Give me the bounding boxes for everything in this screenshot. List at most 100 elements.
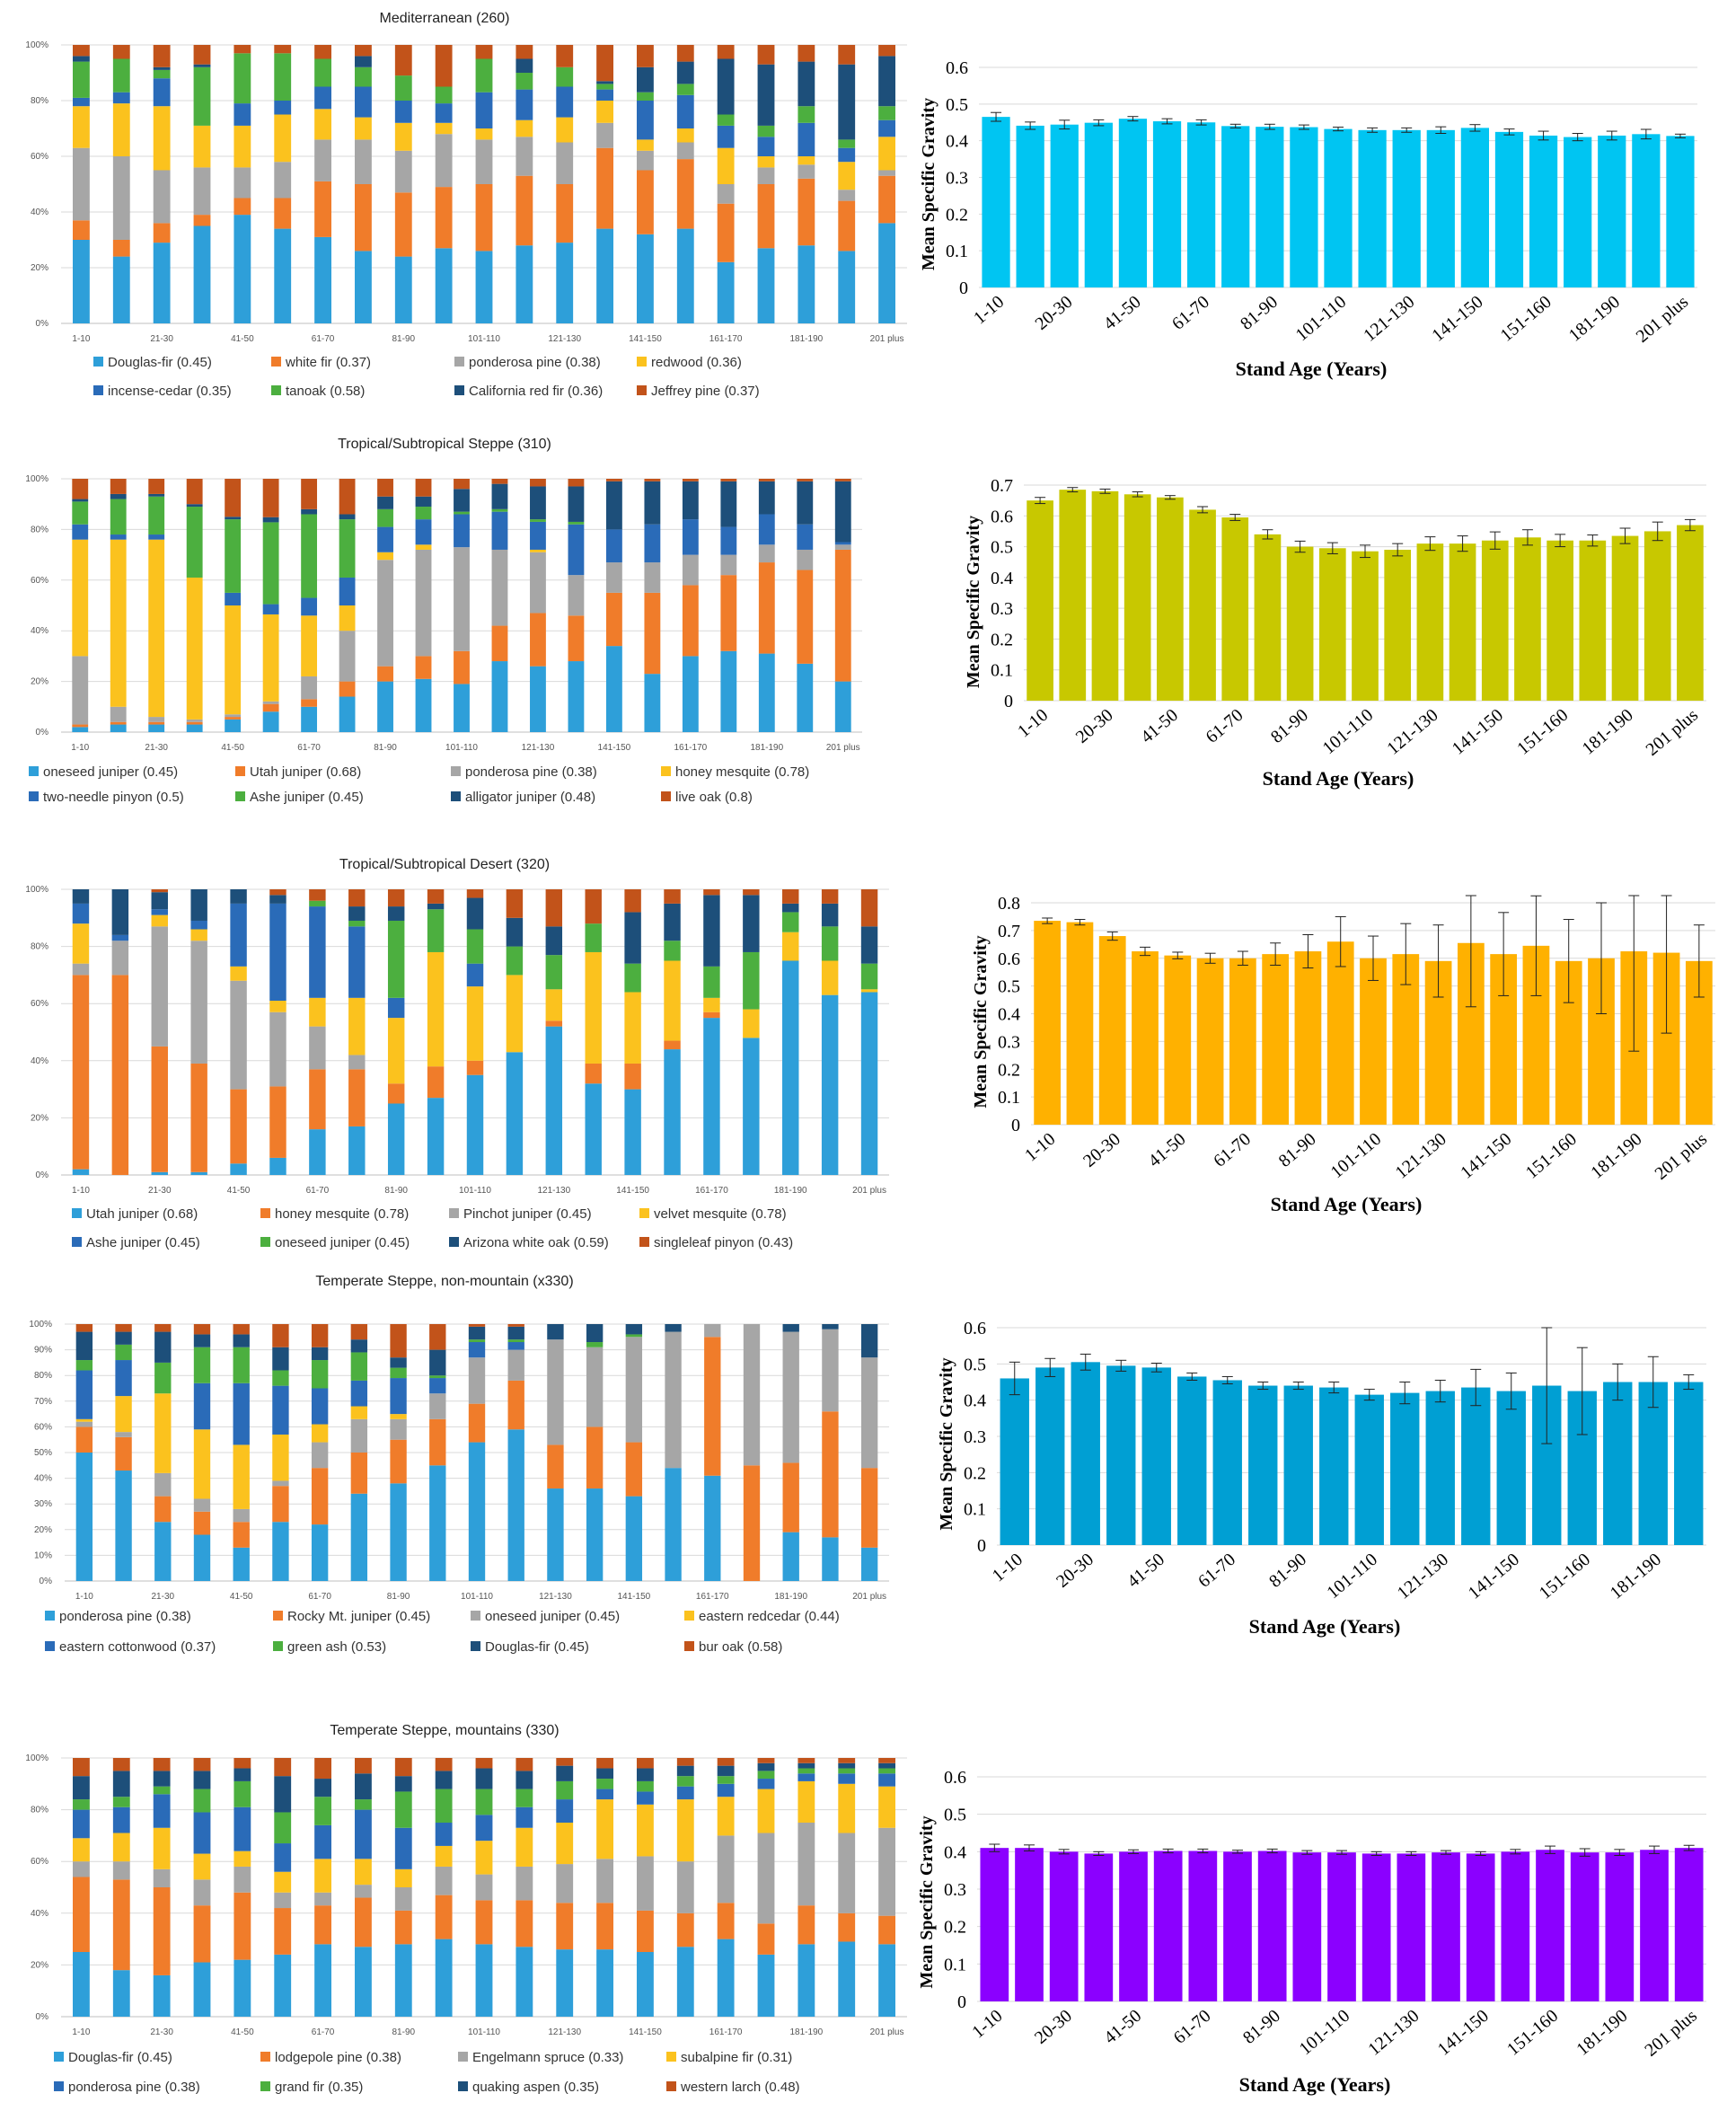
stack-segment xyxy=(466,889,484,898)
stack-xtick-label: 141-150 xyxy=(598,743,631,753)
stack-segment xyxy=(262,479,279,517)
stack-segment xyxy=(339,605,356,632)
stack-segment xyxy=(230,966,247,981)
stack-segment xyxy=(586,1324,604,1343)
stack-segment xyxy=(75,1453,93,1581)
stack-segment xyxy=(624,963,641,993)
stack-segment xyxy=(838,147,856,163)
stack-segment xyxy=(797,524,814,550)
stack-segment xyxy=(516,1806,533,1828)
stack-segment xyxy=(339,479,356,515)
gravity-bar xyxy=(1466,1853,1495,2001)
stack-segment xyxy=(394,1776,412,1792)
gravity-ytick-label: 0.5 xyxy=(944,1806,966,1825)
stack-segment xyxy=(234,1806,251,1851)
legend-label: Ashe juniper (0.45) xyxy=(250,790,364,805)
stack-segment xyxy=(637,170,654,234)
stack-xtick-label: 141-150 xyxy=(616,1186,649,1196)
gravity-xlabel: Stand Age (Years) xyxy=(1239,2073,1391,2096)
stack-segment xyxy=(387,906,405,921)
stack-segment xyxy=(314,1797,331,1825)
gravity-bar xyxy=(1643,531,1671,701)
stack-xtick-label: 41-50 xyxy=(231,2027,254,2037)
stack-segment xyxy=(878,119,895,137)
stack-segment xyxy=(387,889,405,907)
stack-segment xyxy=(233,1334,250,1347)
stack-segment xyxy=(717,125,735,148)
stack-segment xyxy=(429,1418,446,1466)
stack-segment xyxy=(274,228,292,323)
gravity-bar xyxy=(1262,954,1290,1125)
stack-segment xyxy=(193,1812,211,1854)
gravity-xtick-label: 121-130 xyxy=(1392,1129,1450,1183)
stack-segment xyxy=(262,703,279,712)
stack-segment xyxy=(758,562,775,654)
stack-segment xyxy=(115,1331,132,1345)
stack-segment xyxy=(377,479,393,497)
stack-segment xyxy=(860,1324,878,1358)
gravity-ytick-label: 0.5 xyxy=(964,1355,986,1374)
stack-segment xyxy=(112,1797,130,1807)
stack-ytick-label: 100% xyxy=(25,474,48,484)
stack-segment xyxy=(151,1171,168,1175)
stack-segment xyxy=(860,1357,878,1469)
stack-segment xyxy=(506,917,524,947)
gravity-ytick-label: 0.4 xyxy=(998,1005,1020,1025)
stack-segment xyxy=(269,1011,286,1087)
stack-segment xyxy=(311,1524,329,1581)
stack-segment xyxy=(274,1843,292,1872)
legend-label: honey mesquite (0.78) xyxy=(675,764,809,780)
stack-segment xyxy=(720,481,737,527)
stack-segment xyxy=(153,1887,171,1975)
stack-ytick-label: 80% xyxy=(31,96,48,106)
stack-segment xyxy=(798,245,815,323)
stack-segment xyxy=(193,1758,211,1771)
stack-segment xyxy=(703,997,720,1012)
stack-segment xyxy=(507,1349,524,1381)
gravity-bar xyxy=(1152,121,1182,287)
stack-segment xyxy=(153,1786,171,1795)
gravity-xtick-label: 151-160 xyxy=(1522,1129,1581,1183)
stack-segment xyxy=(556,1780,574,1800)
legend-swatch xyxy=(54,2052,64,2062)
stack-segment xyxy=(682,481,699,520)
stack-segment xyxy=(568,575,585,616)
stack-segment xyxy=(272,1522,289,1581)
stack-segment xyxy=(878,1915,895,1945)
stack-segment xyxy=(234,1768,251,1781)
stack-segment xyxy=(596,101,613,123)
stack-segment xyxy=(112,1861,130,1880)
stack-segment xyxy=(110,724,127,732)
stack-segment xyxy=(262,604,279,614)
stack-segment xyxy=(274,162,292,199)
stack-segment xyxy=(838,1758,856,1763)
stack-segment xyxy=(838,1768,856,1774)
stack-segment xyxy=(233,1347,250,1383)
legend-label: Utah juniper (0.68) xyxy=(250,764,361,780)
stack-segment xyxy=(272,1324,289,1347)
gravity-bar xyxy=(1384,550,1412,701)
stack-segment xyxy=(348,889,366,907)
stack-segment xyxy=(878,1762,895,1769)
gravity-xtick-label: 41-50 xyxy=(1100,292,1145,334)
stack-ytick-label: 40% xyxy=(31,208,48,217)
stack-segment xyxy=(186,724,203,732)
stack-segment xyxy=(193,167,211,216)
legend-swatch xyxy=(260,1237,270,1247)
stack-segment xyxy=(435,248,453,323)
stack-segment xyxy=(703,889,720,896)
stack-segment xyxy=(394,101,412,123)
gravity-xtick-label: 41-50 xyxy=(1100,2006,1145,2048)
gravity-ytick-label: 0 xyxy=(959,278,968,298)
stack-segment xyxy=(394,1758,412,1777)
gravity-ylabel: Mean Specific Gravity xyxy=(971,935,991,1108)
gravity-bar xyxy=(1212,1380,1242,1545)
gravity-ytick-label: 0.3 xyxy=(944,1880,966,1900)
stack-segment xyxy=(233,1324,250,1335)
stack-xtick-label: 101-110 xyxy=(459,1186,491,1196)
stack-segment xyxy=(530,486,546,520)
stack-segment xyxy=(585,923,602,952)
stack-segment xyxy=(301,597,318,616)
stack-segment xyxy=(782,912,799,932)
